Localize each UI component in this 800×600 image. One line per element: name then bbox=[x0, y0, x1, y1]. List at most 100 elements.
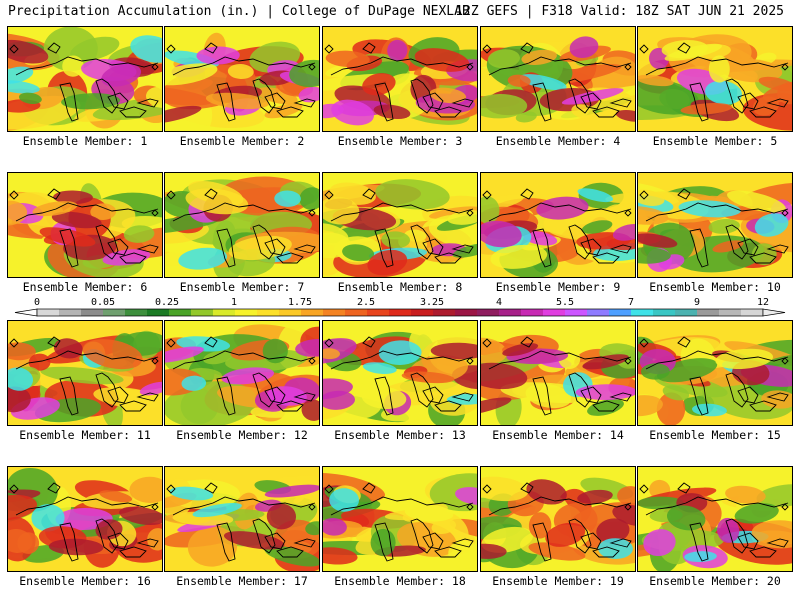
colorbar-segment bbox=[367, 309, 390, 316]
great-lakes-outline bbox=[639, 336, 789, 416]
ensemble-panel-10: Ensemble Member: 10 bbox=[637, 172, 793, 294]
colorbar-tick-label: 0.05 bbox=[90, 297, 116, 308]
great-lakes-outline bbox=[324, 42, 474, 122]
precip-map bbox=[7, 466, 163, 572]
precip-field bbox=[165, 27, 319, 131]
great-lakes-outline bbox=[639, 42, 789, 122]
precip-map bbox=[164, 26, 320, 132]
great-lakes-outline bbox=[9, 336, 159, 416]
ensemble-panel-11: Ensemble Member: 11 bbox=[7, 320, 163, 442]
precip-field bbox=[638, 467, 792, 571]
great-lakes-outline bbox=[482, 482, 632, 562]
colorbar-segment bbox=[741, 309, 764, 316]
ensemble-member-label: Ensemble Member: 14 bbox=[492, 428, 624, 442]
colorbar-max-arrow bbox=[762, 308, 786, 317]
ensemble-panel-13: Ensemble Member: 13 bbox=[322, 320, 478, 442]
precip-colorbar bbox=[14, 308, 786, 317]
ensemble-panel-8: Ensemble Member: 8 bbox=[322, 172, 478, 294]
colorbar-segment bbox=[697, 309, 720, 316]
ensemble-member-label: Ensemble Member: 11 bbox=[19, 428, 151, 442]
ensemble-member-label: Ensemble Member: 6 bbox=[22, 280, 148, 294]
colorbar-segment bbox=[499, 309, 522, 316]
ensemble-panel-1: Ensemble Member: 1 bbox=[7, 26, 163, 148]
colorbar-tick-label: 1.75 bbox=[287, 297, 313, 308]
colorbar-segment bbox=[719, 309, 742, 316]
precip-field bbox=[481, 321, 635, 425]
ensemble-member-label: Ensemble Member: 9 bbox=[495, 280, 621, 294]
colorbar-segment bbox=[125, 309, 148, 316]
ensemble-panel-16: Ensemble Member: 16 bbox=[7, 466, 163, 588]
colorbar-segment bbox=[257, 309, 280, 316]
ensemble-member-label: Ensemble Member: 19 bbox=[492, 574, 624, 588]
ensemble-panel-5: Ensemble Member: 5 bbox=[637, 26, 793, 148]
colorbar-segment bbox=[411, 309, 434, 316]
great-lakes-outline bbox=[9, 188, 159, 268]
colorbar-labels: 0 0.05 0.25 1 1.75 2.5 3.25 4 5.5 7 9 12 bbox=[0, 297, 800, 309]
great-lakes-outline bbox=[324, 482, 474, 562]
colorbar-segment bbox=[301, 309, 324, 316]
great-lakes-outline bbox=[166, 336, 316, 416]
precip-map bbox=[637, 466, 793, 572]
colorbar-tick-label: 9 bbox=[693, 297, 701, 308]
colorbar-segment bbox=[103, 309, 126, 316]
precip-field bbox=[638, 321, 792, 425]
precip-field bbox=[323, 173, 477, 277]
great-lakes-outline bbox=[324, 336, 474, 416]
precip-map bbox=[480, 466, 636, 572]
precip-map bbox=[322, 466, 478, 572]
colorbar-tick-label: 12 bbox=[756, 297, 770, 308]
ensemble-panel-2: Ensemble Member: 2 bbox=[164, 26, 320, 148]
colorbar-segment bbox=[543, 309, 566, 316]
colorbar-tick-label: 4 bbox=[495, 297, 503, 308]
ensemble-member-label: Ensemble Member: 10 bbox=[649, 280, 781, 294]
ensemble-panel-14: Ensemble Member: 14 bbox=[480, 320, 636, 442]
ensemble-panel-19: Ensemble Member: 19 bbox=[480, 466, 636, 588]
colorbar-segment bbox=[653, 309, 676, 316]
ensemble-panel-12: Ensemble Member: 12 bbox=[164, 320, 320, 442]
great-lakes-outline bbox=[324, 188, 474, 268]
colorbar-segment bbox=[279, 309, 302, 316]
ensemble-member-label: Ensemble Member: 2 bbox=[179, 134, 305, 148]
colorbar-segment bbox=[213, 309, 236, 316]
precip-map bbox=[7, 172, 163, 278]
precip-field bbox=[481, 27, 635, 131]
ensemble-member-label: Ensemble Member: 3 bbox=[337, 134, 463, 148]
precip-field bbox=[8, 467, 162, 571]
precip-map bbox=[7, 26, 163, 132]
colorbar-tick-label: 1 bbox=[230, 297, 238, 308]
colorbar-segment bbox=[433, 309, 456, 316]
ensemble-member-label: Ensemble Member: 13 bbox=[334, 428, 466, 442]
colorbar-segment bbox=[609, 309, 632, 316]
colorbar-segment bbox=[477, 309, 500, 316]
great-lakes-outline bbox=[166, 482, 316, 562]
precip-field bbox=[481, 173, 635, 277]
great-lakes-outline bbox=[9, 42, 159, 122]
colorbar-segment bbox=[81, 309, 104, 316]
precip-field bbox=[165, 467, 319, 571]
precip-map bbox=[480, 320, 636, 426]
ensemble-member-label: Ensemble Member: 17 bbox=[176, 574, 308, 588]
ensemble-panel-3: Ensemble Member: 3 bbox=[322, 26, 478, 148]
precip-map bbox=[322, 26, 478, 132]
colorbar-segment bbox=[323, 309, 346, 316]
colorbar-segment bbox=[169, 309, 192, 316]
colorbar-tick-label: 5.5 bbox=[555, 297, 575, 308]
precip-map bbox=[7, 320, 163, 426]
precip-map bbox=[637, 26, 793, 132]
ensemble-panel-6: Ensemble Member: 6 bbox=[7, 172, 163, 294]
colorbar-tick-label: 2.5 bbox=[356, 297, 376, 308]
precip-field bbox=[481, 467, 635, 571]
great-lakes-outline bbox=[482, 42, 632, 122]
precip-field bbox=[638, 27, 792, 131]
precip-field bbox=[638, 173, 792, 277]
ensemble-member-label: Ensemble Member: 4 bbox=[495, 134, 621, 148]
colorbar-tick-label: 7 bbox=[627, 297, 635, 308]
precip-field bbox=[165, 321, 319, 425]
precip-map bbox=[637, 320, 793, 426]
ensemble-panel-9: Ensemble Member: 9 bbox=[480, 172, 636, 294]
ensemble-member-label: Ensemble Member: 5 bbox=[652, 134, 778, 148]
ensemble-panel-17: Ensemble Member: 17 bbox=[164, 466, 320, 588]
colorbar-segment bbox=[455, 309, 478, 316]
precip-map bbox=[322, 172, 478, 278]
colorbar-segment bbox=[59, 309, 82, 316]
